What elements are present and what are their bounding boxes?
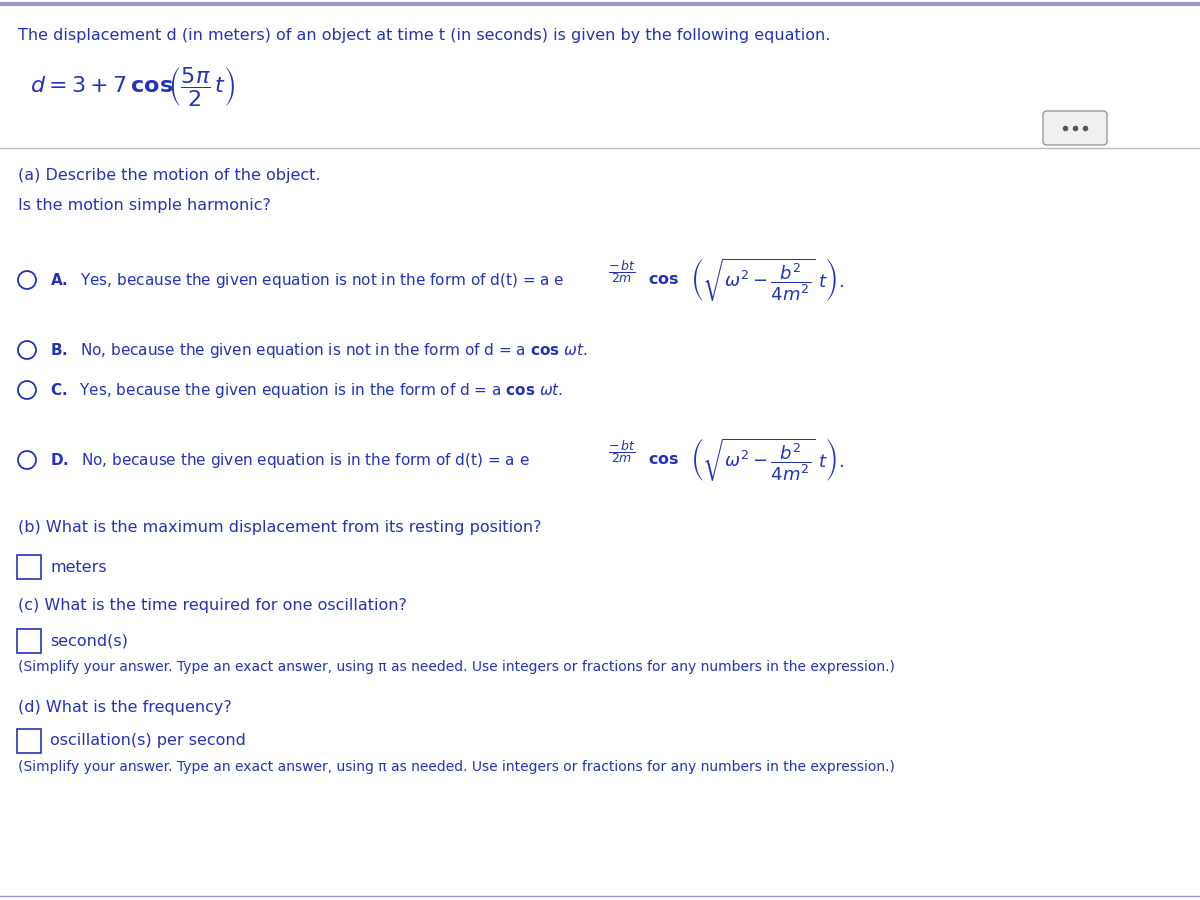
Text: $\left(\sqrt{\omega^2-\dfrac{b^2}{4m^2}}\;t\right).$: $\left(\sqrt{\omega^2-\dfrac{b^2}{4m^2}}… bbox=[690, 256, 844, 303]
Text: $\mathbf{D.}$  No, because the given equation is in the form of d(t) = a e: $\mathbf{D.}$ No, because the given equa… bbox=[50, 451, 529, 470]
Text: (b) What is the maximum displacement from its resting position?: (b) What is the maximum displacement fro… bbox=[18, 520, 541, 535]
FancyBboxPatch shape bbox=[17, 555, 41, 579]
Text: $\mathbf{cos}$: $\mathbf{cos}$ bbox=[648, 453, 679, 467]
Text: The displacement d (in meters) of an object at time t (in seconds) is given by t: The displacement d (in meters) of an obj… bbox=[18, 28, 830, 43]
Text: $\mathbf{B.}$  No, because the given equation is not in the form of d = a $\math: $\mathbf{B.}$ No, because the given equa… bbox=[50, 340, 588, 359]
Text: Is the motion simple harmonic?: Is the motion simple harmonic? bbox=[18, 198, 271, 213]
Text: meters: meters bbox=[50, 560, 107, 574]
Text: (Simplify your answer. Type an exact answer, using π as needed. Use integers or : (Simplify your answer. Type an exact ans… bbox=[18, 760, 895, 774]
Text: second(s): second(s) bbox=[50, 634, 128, 649]
Text: (d) What is the frequency?: (d) What is the frequency? bbox=[18, 700, 232, 715]
Text: $d = 3 + 7\,\mathbf{cos}\!\left(\dfrac{5\pi}{2}\,t\right)$: $d = 3 + 7\,\mathbf{cos}\!\left(\dfrac{5… bbox=[30, 65, 235, 108]
Text: (Simplify your answer. Type an exact answer, using π as needed. Use integers or : (Simplify your answer. Type an exact ans… bbox=[18, 660, 895, 674]
Text: $\mathbf{A.}$  Yes, because the given equation is not in the form of d(t) = a e: $\mathbf{A.}$ Yes, because the given equ… bbox=[50, 271, 565, 290]
Text: (c) What is the time required for one oscillation?: (c) What is the time required for one os… bbox=[18, 598, 407, 613]
Text: $\mathbf{cos}$: $\mathbf{cos}$ bbox=[648, 273, 679, 287]
FancyBboxPatch shape bbox=[17, 629, 41, 653]
FancyBboxPatch shape bbox=[17, 729, 41, 753]
Text: (a) Describe the motion of the object.: (a) Describe the motion of the object. bbox=[18, 168, 320, 183]
Text: $\dfrac{-\,bt}{2m}$: $\dfrac{-\,bt}{2m}$ bbox=[608, 438, 636, 465]
Text: $\left(\sqrt{\omega^2-\dfrac{b^2}{4m^2}}\;t\right).$: $\left(\sqrt{\omega^2-\dfrac{b^2}{4m^2}}… bbox=[690, 436, 844, 483]
FancyBboxPatch shape bbox=[1043, 111, 1108, 145]
Text: $\mathbf{C.}$  Yes, because the given equation is in the form of d = a $\mathbf{: $\mathbf{C.}$ Yes, because the given equ… bbox=[50, 381, 563, 400]
Text: oscillation(s) per second: oscillation(s) per second bbox=[50, 734, 246, 749]
Text: $\dfrac{-\,bt}{2m}$: $\dfrac{-\,bt}{2m}$ bbox=[608, 258, 636, 285]
